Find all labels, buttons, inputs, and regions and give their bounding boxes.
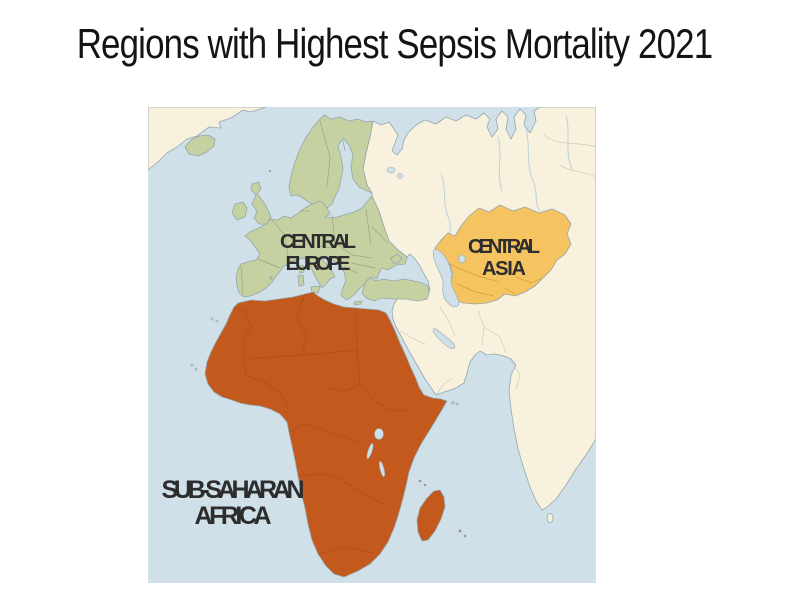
world-regions-map: CENTRAL EUROPE CENTRAL ASIA SUB-SAHARAN … bbox=[148, 107, 596, 583]
reunion-island bbox=[463, 534, 467, 538]
great-britain bbox=[250, 181, 272, 225]
lake-malawi bbox=[379, 460, 385, 478]
lake-tanganyika bbox=[366, 443, 374, 459]
central-asia-label-line1: CENTRAL bbox=[468, 236, 540, 258]
greenland bbox=[148, 107, 267, 171]
lake-ladoga bbox=[386, 166, 396, 174]
persian-gulf bbox=[432, 328, 456, 349]
sub-saharan-africa-label-line2: AFRICA bbox=[195, 502, 272, 530]
sub-saharan-africa-label-line1: SUB-SAHARAN bbox=[162, 476, 305, 504]
northern-lakes bbox=[386, 166, 404, 179]
caspian-sea bbox=[432, 248, 460, 308]
socotra-island bbox=[451, 401, 455, 405]
mauritius-island bbox=[458, 529, 462, 533]
iceland bbox=[184, 134, 216, 157]
cape-verde-island bbox=[190, 363, 194, 367]
scandinavia bbox=[288, 114, 374, 211]
sardinia bbox=[297, 274, 305, 287]
region-central-europe bbox=[184, 114, 430, 306]
madagascar bbox=[416, 489, 446, 542]
central-europe-label-line1: CENTRAL bbox=[280, 231, 356, 253]
african-lakes bbox=[366, 428, 385, 478]
cape-verde-islet bbox=[194, 367, 198, 371]
inner-seas bbox=[432, 248, 466, 349]
corsica bbox=[298, 264, 305, 274]
lake-onega bbox=[396, 173, 404, 179]
central-asia-label-line2: ASIA bbox=[482, 258, 526, 280]
canary-island bbox=[210, 317, 214, 321]
region-sub-saharan-africa bbox=[204, 291, 467, 578]
shetland-islet bbox=[268, 169, 272, 173]
balearic-island bbox=[269, 276, 273, 280]
mainland-europe bbox=[235, 195, 408, 301]
lake-victoria bbox=[374, 428, 384, 440]
aral-sea bbox=[458, 254, 466, 264]
page-title: Regions with Highest Sepsis Mortality 20… bbox=[76, 20, 713, 67]
sicily bbox=[310, 285, 321, 294]
europe-country-borders bbox=[240, 120, 389, 296]
turkey bbox=[361, 277, 430, 302]
africa-shape bbox=[204, 291, 448, 578]
comoros-islet bbox=[423, 483, 427, 487]
sri-lanka bbox=[546, 513, 554, 523]
crimea bbox=[390, 253, 403, 264]
ireland bbox=[231, 201, 248, 221]
canary-islet bbox=[215, 319, 219, 323]
region-labels: CENTRAL EUROPE CENTRAL ASIA SUB-SAHARAN … bbox=[162, 231, 541, 530]
crete bbox=[353, 300, 363, 306]
asia-country-borders bbox=[399, 134, 596, 396]
central-europe-label-line2: EUROPE bbox=[286, 253, 351, 275]
socotra-islet bbox=[455, 402, 459, 406]
africa-country-borders bbox=[233, 293, 407, 555]
comoros-island bbox=[418, 479, 422, 483]
